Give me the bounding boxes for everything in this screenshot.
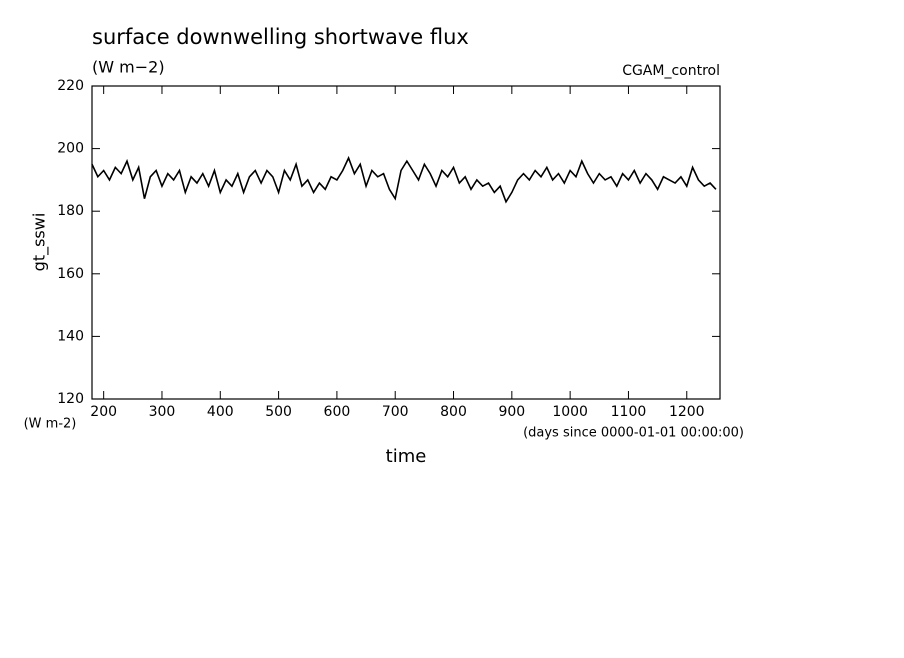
y-tick-label: 140: [57, 328, 84, 344]
y-units: (W m-2): [24, 417, 77, 432]
x-tick-label: 1100: [611, 404, 647, 420]
x-tick-label: 300: [149, 404, 176, 420]
y-tick-label: 120: [57, 391, 84, 407]
chart-title: surface downwelling shortwave flux: [92, 25, 469, 49]
x-tick-label: 1200: [669, 404, 705, 420]
x-tick-label: 800: [440, 404, 467, 420]
x-tick-label: 900: [498, 404, 525, 420]
x-tick-label: 400: [207, 404, 234, 420]
data-line: [91, 155, 717, 204]
annotation: CGAM_control: [622, 63, 720, 79]
x-tick-label: 500: [265, 404, 292, 420]
y-tick-label: 200: [57, 141, 84, 157]
y-axis-label: gt_sswi: [30, 213, 50, 272]
subtitle: (W m−2): [92, 58, 165, 77]
x-tick-label: 600: [324, 404, 351, 420]
x-tick-label: 200: [90, 404, 117, 420]
x-units: (days since 0000-01-01 00:00:00): [523, 426, 744, 441]
x-axis-label: time: [386, 446, 427, 467]
x-tick-label: 1000: [552, 404, 588, 420]
y-tick-label: 160: [57, 266, 84, 282]
y-tick-label: 220: [57, 78, 84, 94]
plot-frame: [91, 85, 721, 400]
y-tick-label: 180: [57, 203, 84, 219]
x-tick-label: 700: [382, 404, 409, 420]
